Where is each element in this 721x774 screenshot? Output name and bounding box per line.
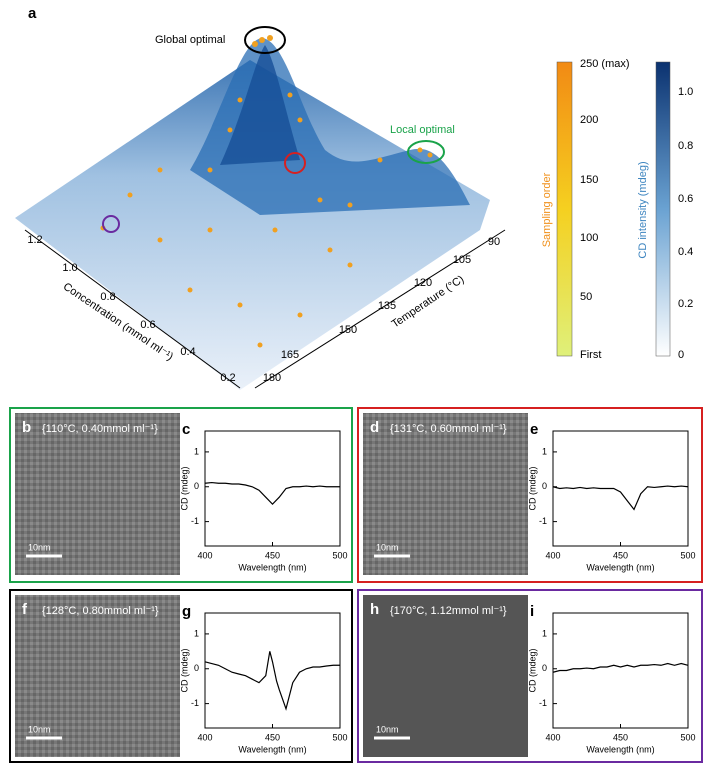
axis-tick-label: 120	[414, 277, 432, 289]
y-axis-title: CD (mdeg)	[527, 466, 537, 510]
panel-label: h	[370, 601, 379, 618]
plot-frame	[204, 612, 341, 729]
scale-label: 10nm	[376, 542, 399, 552]
x-tick-label: 500	[680, 550, 695, 560]
x-tick-label: 400	[545, 550, 560, 560]
axis-tick-label: 105	[453, 254, 471, 266]
y-tick-label: 0	[194, 481, 199, 491]
axis-tick-label: 165	[281, 349, 299, 361]
x-tick-label: 500	[332, 732, 347, 742]
x-tick-label: 400	[545, 732, 560, 742]
condition-label: {131°C, 0.60mmol ml⁻¹}	[390, 423, 507, 435]
panel-label: b	[22, 419, 31, 436]
y-tick-label: 0	[194, 663, 199, 673]
y-tick-label: 0	[542, 481, 547, 491]
axis-tick-label: 1.0	[62, 262, 77, 274]
colorbar-title: CD intensity (mdeg)	[637, 161, 649, 258]
x-tick-label: 400	[197, 732, 212, 742]
panel-label: f	[22, 601, 28, 618]
y-tick-label: -1	[539, 516, 547, 526]
tem-image	[363, 595, 528, 757]
panel-label: g	[182, 603, 191, 620]
x-axis-title: Wavelength (nm)	[238, 744, 306, 754]
colorbar-tick-label: 100	[580, 232, 598, 244]
annotation: Global optimal	[155, 34, 225, 46]
axis-tick-label: 0.6	[140, 319, 155, 331]
line	[552, 662, 689, 673]
x-tick-label: 450	[613, 550, 628, 560]
axis-tick-label: 180	[263, 372, 281, 384]
colorbar-tick-label: 0	[678, 349, 684, 361]
y-tick-label: 1	[542, 628, 547, 638]
y-tick-label: -1	[191, 698, 199, 708]
colorbar-tick-label: 150	[580, 174, 598, 186]
surface-plot	[15, 26, 671, 390]
panel-frame	[9, 589, 353, 763]
y-tick-label: 1	[542, 446, 547, 456]
scale-label: 10nm	[376, 724, 399, 734]
panel-label: c	[182, 421, 190, 438]
axis-tick-label: 135	[378, 300, 396, 312]
x-tick-label: 500	[332, 550, 347, 560]
tem-image	[15, 413, 180, 575]
tem-image	[363, 413, 528, 575]
colorbar-tick-label: 0.8	[678, 140, 693, 152]
y-tick-label: 0	[542, 663, 547, 673]
y-tick-label: -1	[539, 698, 547, 708]
tem-image	[15, 595, 180, 757]
y-tick-label: 1	[194, 628, 199, 638]
panel-frame	[9, 407, 353, 583]
panel-label: d	[370, 419, 379, 436]
colorbar-tick-label: First	[580, 349, 601, 361]
annotation: Local optimal	[390, 124, 455, 136]
condition-label: {170°C, 1.12mmol ml⁻¹}	[390, 605, 507, 617]
x-tick-label: 450	[265, 550, 280, 560]
colorbar-title: Sampling order	[541, 172, 553, 247]
y-tick-label: -1	[191, 516, 199, 526]
axis-tick-label: 150	[339, 324, 357, 336]
x-axis-title: Wavelength (nm)	[586, 562, 654, 572]
y-tick-label: 1	[194, 446, 199, 456]
axis-tick-label: 0.4	[180, 346, 195, 358]
colorbar-tick-label: 200	[580, 114, 598, 126]
line	[204, 481, 340, 506]
y-axis-title: CD (mdeg)	[179, 466, 189, 510]
line	[552, 485, 689, 511]
plot-frame	[204, 430, 341, 547]
panel-label: i	[530, 603, 534, 620]
axis-tick-label: 90	[488, 236, 500, 248]
y-axis-title: CD (mdeg)	[527, 648, 537, 692]
x-tick-label: 450	[265, 732, 280, 742]
axis-tick-label: 0.8	[100, 291, 115, 303]
x-axis-title: Wavelength (nm)	[238, 562, 306, 572]
colorbar-tick-label: 50	[580, 291, 592, 303]
axis-tick-label: 1.2	[27, 234, 42, 246]
axis-tick-label: 0.2	[220, 372, 235, 384]
condition-label: {128°C, 0.80mmol ml⁻¹}	[42, 605, 159, 617]
colorbar-tick-label: 0.4	[678, 246, 693, 258]
panel-label: e	[530, 421, 538, 438]
colorbar-tick-label: 0.2	[678, 298, 693, 310]
colorbar-tick-label: 1.0	[678, 86, 693, 98]
panel-frame	[357, 407, 703, 583]
panel-frame	[357, 589, 703, 763]
panel-label: a	[28, 5, 37, 22]
colorbar-tick-label: 250 (max)	[580, 58, 630, 70]
line	[204, 651, 340, 711]
colorbar-tick-label: 0.6	[678, 193, 693, 205]
x-tick-label: 450	[613, 732, 628, 742]
x-tick-label: 500	[680, 732, 695, 742]
scale-label: 10nm	[28, 724, 51, 734]
y-axis-title: CD (mdeg)	[179, 648, 189, 692]
plot-frame	[552, 612, 689, 729]
scale-label: 10nm	[28, 542, 51, 552]
condition-label: {110°C, 0.40mmol ml⁻¹}	[42, 423, 158, 435]
x-axis-title: Wavelength (nm)	[586, 744, 654, 754]
x-tick-label: 400	[197, 550, 212, 560]
